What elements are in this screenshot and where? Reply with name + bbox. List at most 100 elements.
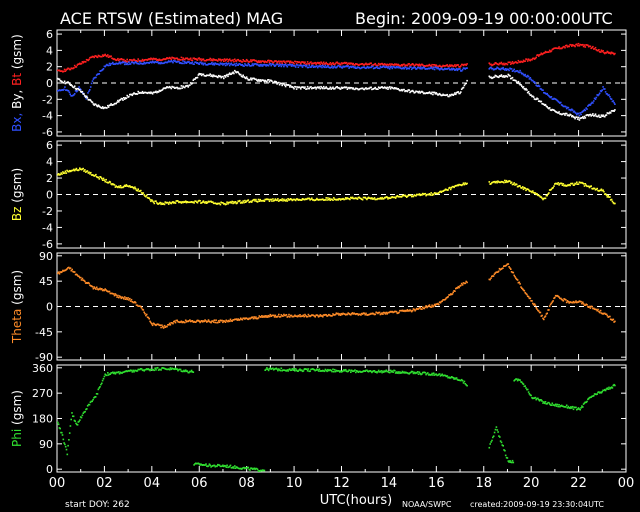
data-point xyxy=(604,51,607,54)
data-point xyxy=(182,201,184,204)
data-point xyxy=(218,202,221,205)
data-point xyxy=(135,304,138,306)
data-point xyxy=(376,88,378,90)
data-point xyxy=(555,405,558,407)
data-point xyxy=(293,62,295,65)
data-point xyxy=(360,314,362,316)
data-point xyxy=(283,314,286,317)
data-point xyxy=(332,86,334,89)
x-tick-label: 04 xyxy=(144,476,161,491)
data-point xyxy=(289,316,291,318)
data-point xyxy=(207,58,210,61)
data-point xyxy=(370,198,372,200)
data-point xyxy=(295,369,298,371)
data-point xyxy=(283,61,286,63)
data-point xyxy=(181,62,184,65)
data-point xyxy=(264,60,266,63)
data-point xyxy=(562,183,565,185)
data-point xyxy=(105,289,107,291)
data-point xyxy=(451,293,454,295)
data-point xyxy=(92,174,95,177)
data-point xyxy=(178,87,181,90)
data-point xyxy=(80,88,82,91)
data-point xyxy=(518,281,521,284)
data-point xyxy=(306,61,309,63)
data-point xyxy=(307,197,310,200)
data-point xyxy=(519,283,521,285)
y-tick-label: 4 xyxy=(46,156,53,169)
data-point xyxy=(261,469,264,471)
data-point xyxy=(363,196,366,199)
data-point xyxy=(256,201,259,203)
data-point xyxy=(598,49,600,51)
data-point xyxy=(490,66,492,69)
data-point xyxy=(565,301,568,304)
data-point xyxy=(496,66,498,69)
data-point xyxy=(142,63,145,65)
data-point xyxy=(102,55,105,57)
data-point xyxy=(176,319,178,322)
data-point xyxy=(597,115,599,118)
data-point xyxy=(309,61,311,64)
data-point xyxy=(132,186,134,189)
data-point xyxy=(393,87,395,90)
data-point xyxy=(123,97,125,99)
data-point xyxy=(79,419,81,421)
data-point xyxy=(360,87,362,90)
data-point xyxy=(603,88,605,90)
y-tick-label: 90 xyxy=(39,250,53,263)
data-point xyxy=(263,316,266,318)
data-point xyxy=(263,200,266,202)
data-point xyxy=(189,319,191,321)
data-point xyxy=(112,292,114,295)
data-point xyxy=(283,369,286,371)
data-point xyxy=(526,58,528,61)
data-point xyxy=(324,368,327,371)
data-point xyxy=(135,189,138,192)
data-point xyxy=(388,197,391,200)
data-point xyxy=(291,315,294,318)
data-point xyxy=(361,313,364,315)
data-point xyxy=(144,59,146,61)
data-point xyxy=(120,97,123,100)
data-point xyxy=(59,79,62,82)
data-point xyxy=(429,67,432,69)
data-point xyxy=(515,277,517,280)
data-point xyxy=(119,99,122,101)
y-axis-label-part: By, xyxy=(10,90,24,113)
data-point xyxy=(270,64,272,67)
data-point xyxy=(529,77,532,79)
data-point xyxy=(295,198,298,200)
data-point xyxy=(261,79,264,81)
data-point xyxy=(598,93,600,96)
data-point xyxy=(62,71,64,73)
data-point xyxy=(218,59,221,61)
data-point xyxy=(82,167,84,170)
data-point xyxy=(593,393,596,395)
data-point xyxy=(535,56,537,59)
data-point xyxy=(355,313,357,316)
data-point xyxy=(113,58,116,60)
data-point xyxy=(256,317,259,320)
data-point xyxy=(203,320,206,323)
data-point xyxy=(548,96,551,98)
data-point xyxy=(207,74,210,77)
data-point xyxy=(57,90,59,92)
data-point xyxy=(164,58,167,61)
data-point xyxy=(95,103,97,106)
data-point xyxy=(587,44,589,47)
data-point xyxy=(434,66,437,69)
data-point xyxy=(317,65,320,68)
data-point xyxy=(380,66,382,69)
data-point xyxy=(315,65,317,68)
data-point xyxy=(113,102,116,105)
data-point xyxy=(347,197,349,200)
data-point xyxy=(71,95,73,97)
data-point xyxy=(447,67,449,70)
data-point xyxy=(123,63,126,66)
data-point xyxy=(104,288,106,290)
data-point xyxy=(557,100,559,103)
data-point xyxy=(209,464,211,466)
data-point xyxy=(582,301,584,304)
